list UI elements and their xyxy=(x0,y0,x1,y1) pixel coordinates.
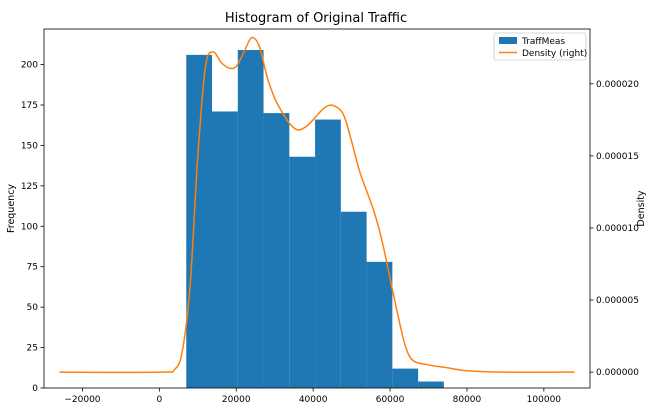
left-tick-label: 150 xyxy=(21,141,38,151)
right-tick-label: 0.000015 xyxy=(596,152,639,162)
right-tick-label: 0.000000 xyxy=(596,368,639,378)
density-curve xyxy=(59,36,575,374)
left-tick-label: 0 xyxy=(32,384,38,394)
x-tick-label: 80000 xyxy=(453,395,482,405)
left-axis-label: Frequency xyxy=(6,184,17,233)
x-tick-label: −20000 xyxy=(64,395,100,405)
x-tick-label: 40000 xyxy=(299,395,328,405)
right-tick-label: 0.000010 xyxy=(596,224,639,234)
histogram-bar xyxy=(186,54,213,389)
histogram-bar xyxy=(237,50,264,388)
right-tick-label: 0.000020 xyxy=(596,80,639,90)
histogram-bar xyxy=(418,381,444,388)
histogram-bar xyxy=(289,156,316,388)
left-tick-label: 25 xyxy=(27,344,38,354)
left-tick-label: 100 xyxy=(21,222,38,232)
x-tick-label: 20000 xyxy=(222,395,251,405)
right-tick-label: 0.000005 xyxy=(596,296,639,306)
histogram-bars xyxy=(186,50,444,389)
plot-frame xyxy=(43,28,591,389)
left-tick-label: 175 xyxy=(21,101,38,111)
left-tick-label: 200 xyxy=(21,61,38,71)
histogram-bar xyxy=(263,113,290,388)
chart-title: Histogram of Original Traffic xyxy=(225,11,407,26)
right-axis-label: Density xyxy=(636,190,647,226)
left-tick-label: 75 xyxy=(27,263,38,273)
left-tick-label: 50 xyxy=(27,303,39,313)
histogram-bar xyxy=(212,111,238,389)
legend-label-traffmeas: TraffMeas xyxy=(521,37,565,47)
histogram-bar xyxy=(315,119,341,388)
legend-swatch-traffmeas xyxy=(499,37,517,44)
x-tick-label: 60000 xyxy=(376,395,405,405)
x-axis-ticks: −20000 0 20000 40000 60000 80000 100000 xyxy=(64,388,561,405)
density-curve-layer xyxy=(59,36,575,374)
legend: TraffMeas Density (right) xyxy=(493,32,587,61)
left-tick-label: 125 xyxy=(21,182,38,192)
histogram-bar xyxy=(392,368,419,388)
left-axis-ticks: 0 25 50 75 100 125 150 175 200 xyxy=(21,61,44,394)
histogram-bar xyxy=(366,261,393,388)
right-axis-ticks: 0.000000 0.000005 0.000010 0.000015 0.000020 xyxy=(590,80,639,378)
x-tick-label: 0 xyxy=(156,395,162,405)
legend-label-density: Density (right) xyxy=(522,49,587,59)
histogram-bar xyxy=(340,211,367,388)
x-tick-label: 100000 xyxy=(527,395,562,405)
